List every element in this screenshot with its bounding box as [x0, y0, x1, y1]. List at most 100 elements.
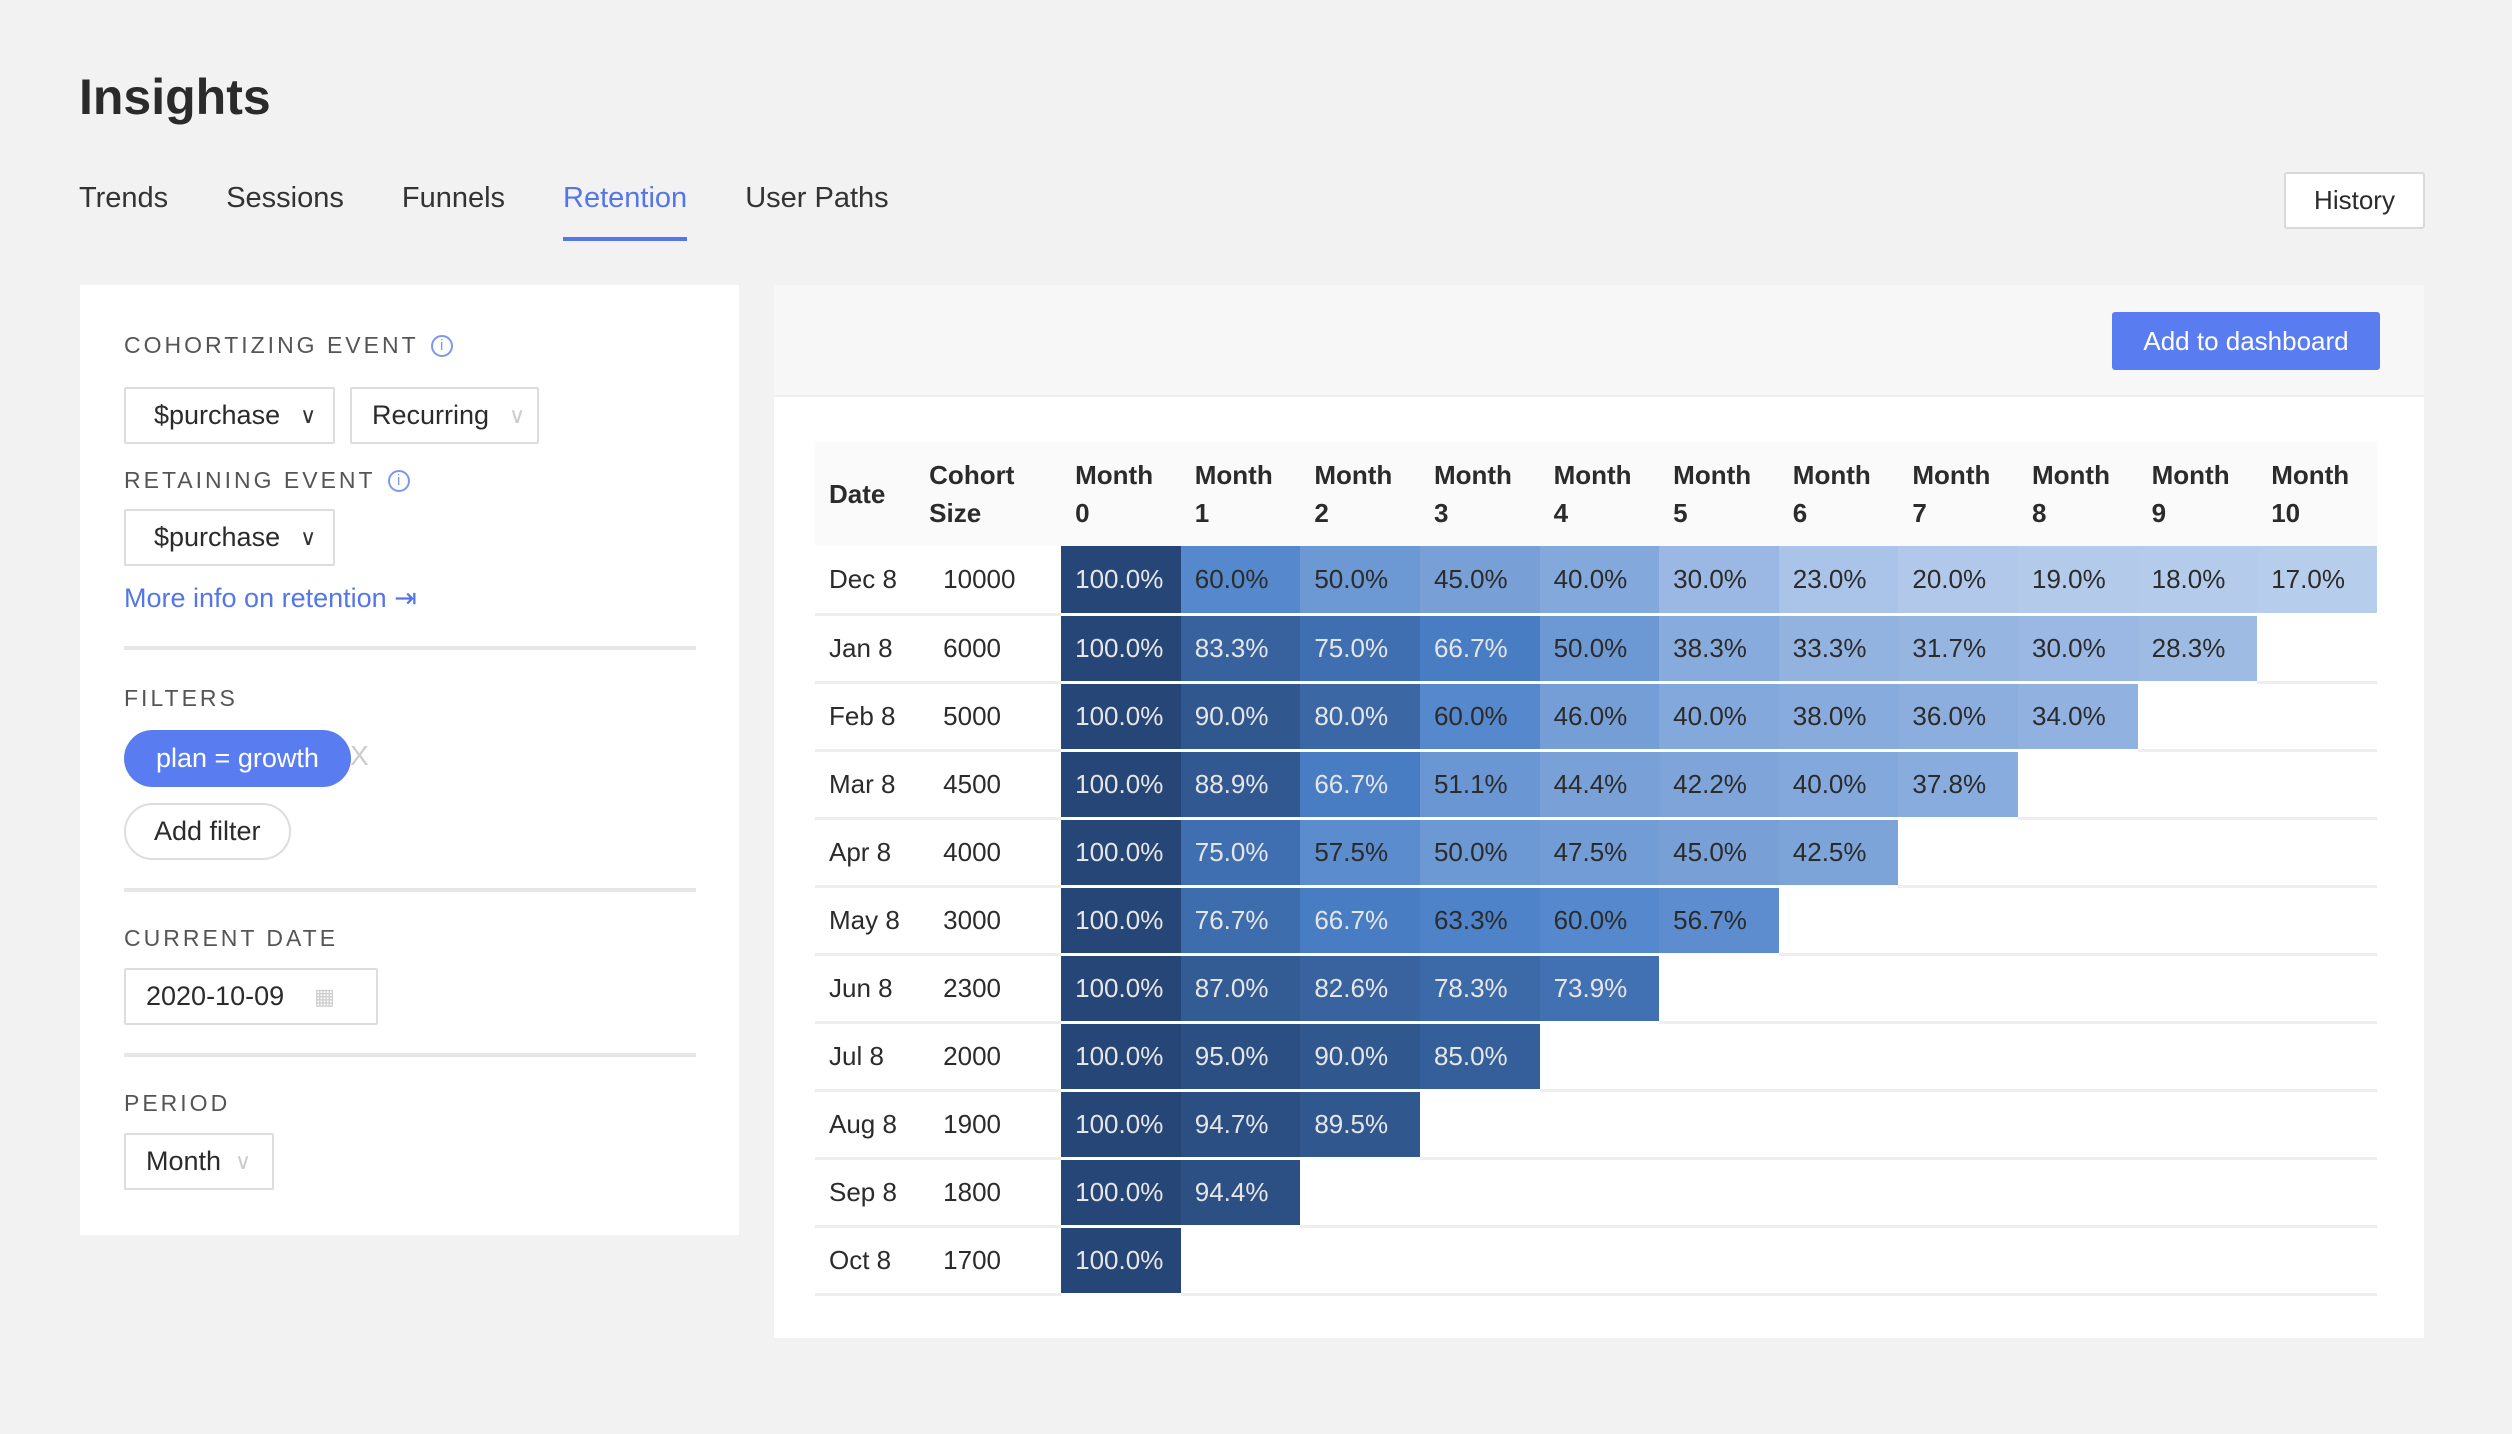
- cohortizing-event-label: COHORTIZING EVENT i: [124, 332, 453, 359]
- add-filter-button[interactable]: Add filter: [124, 803, 291, 860]
- empty-cell: [2018, 1226, 2138, 1296]
- retention-cell: 18.0%: [2137, 546, 2258, 616]
- empty-cell: [1539, 1158, 1660, 1228]
- retention-cell: 100.0%: [1061, 546, 1181, 616]
- divider: [124, 646, 696, 650]
- empty-cell: [1419, 1226, 1540, 1296]
- table-row: Jul 8 2000 100.0% 95.0% 90.0% 85.0%: [815, 1022, 2377, 1092]
- select-value: $purchase: [154, 400, 281, 430]
- empty-cell: [1659, 1022, 1779, 1092]
- retention-cell: 90.0%: [1300, 1022, 1420, 1092]
- tab-user-paths[interactable]: User Paths: [745, 182, 889, 214]
- retention-cell: 66.7%: [1300, 750, 1420, 820]
- empty-cell: [1778, 954, 1899, 1024]
- retention-cell: 42.5%: [1778, 818, 1899, 888]
- remove-filter-icon[interactable]: X: [350, 740, 369, 771]
- retention-cell: 38.3%: [1659, 614, 1779, 684]
- retention-cell: 100.0%: [1061, 1090, 1181, 1160]
- retention-cell: 30.0%: [1659, 546, 1779, 616]
- empty-cell: [2018, 886, 2138, 956]
- tab-sessions[interactable]: Sessions: [226, 182, 344, 214]
- empty-cell: [1778, 886, 1899, 956]
- info-icon[interactable]: i: [387, 469, 410, 492]
- table-row: Jan 8 6000 100.0% 83.3% 75.0% 66.7% 50.0% 38.3%…: [815, 614, 2377, 684]
- filter-pill[interactable]: plan = growth: [124, 730, 351, 787]
- retention-cell: 51.1%: [1419, 750, 1540, 820]
- table-row: Sep 8 1800 100.0% 94.4%: [815, 1158, 2377, 1228]
- select-value: Month: [146, 1146, 222, 1176]
- tab-funnels[interactable]: Funnels: [401, 182, 506, 214]
- empty-cell: [2257, 954, 2377, 1024]
- retention-cell: 45.0%: [1659, 818, 1779, 888]
- empty-cell: [2018, 1090, 2138, 1160]
- empty-cell: [2018, 1158, 2138, 1228]
- period-label: PERIOD: [124, 1090, 231, 1116]
- column-header: Month 9: [2137, 442, 2258, 546]
- retention-cell: 33.3%: [1778, 614, 1899, 684]
- info-icon[interactable]: i: [430, 334, 453, 357]
- cohort-date: Apr 8: [815, 818, 916, 888]
- empty-cell: [2137, 954, 2258, 1024]
- add-to-dashboard-button[interactable]: Add to dashboard: [2112, 312, 2380, 370]
- empty-cell: [1898, 818, 2018, 888]
- cohortizing-type-select[interactable]: Recurring ∨: [350, 387, 539, 444]
- retention-cell: 66.7%: [1419, 614, 1540, 684]
- retention-cell: 87.0%: [1180, 954, 1301, 1024]
- empty-cell: [2137, 1158, 2258, 1228]
- retention-cell: 60.0%: [1539, 886, 1660, 956]
- tab-trends[interactable]: Trends: [79, 182, 169, 214]
- period-select[interactable]: Month ∨: [124, 1133, 274, 1190]
- empty-cell: [1898, 954, 2018, 1024]
- empty-cell: [1898, 886, 2018, 956]
- chevron-down-icon: ∨: [509, 402, 526, 428]
- empty-cell: [2137, 750, 2258, 820]
- current-date-input[interactable]: 2020-10-09 ▦: [124, 968, 378, 1025]
- retention-cell: 60.0%: [1180, 546, 1301, 616]
- retention-cell: 57.5%: [1300, 818, 1420, 888]
- divider: [124, 888, 696, 892]
- empty-cell: [2137, 818, 2258, 888]
- calendar-icon: ▦: [314, 983, 335, 1009]
- empty-cell: [1898, 1226, 2018, 1296]
- retention-cell: 34.0%: [2018, 682, 2138, 752]
- tab-retention[interactable]: Retention: [563, 182, 688, 241]
- retention-cell: 50.0%: [1300, 546, 1420, 616]
- empty-cell: [2018, 954, 2138, 1024]
- retaining-event-label: RETAINING EVENT i: [124, 467, 410, 494]
- empty-cell: [2137, 886, 2258, 956]
- cohort-date: Jul 8: [815, 1022, 916, 1092]
- retention-cell: 40.0%: [1778, 750, 1899, 820]
- retention-cell: 100.0%: [1061, 886, 1181, 956]
- retention-cell: 94.4%: [1180, 1158, 1301, 1228]
- column-header: Date: [815, 442, 916, 546]
- retention-cell: 38.0%: [1778, 682, 1899, 752]
- retention-cell: 47.5%: [1539, 818, 1660, 888]
- retention-cell: 17.0%: [2257, 546, 2377, 616]
- retention-cell: 83.3%: [1180, 614, 1301, 684]
- empty-cell: [2257, 818, 2377, 888]
- cohort-size: 6000: [915, 614, 1062, 684]
- retention-cell: 100.0%: [1061, 614, 1181, 684]
- empty-cell: [1659, 1158, 1779, 1228]
- retention-cell: 50.0%: [1419, 818, 1540, 888]
- empty-cell: [1419, 1090, 1540, 1160]
- retention-cell: 42.2%: [1659, 750, 1779, 820]
- retaining-event-select[interactable]: $purchase ∨: [124, 509, 335, 566]
- more-info-link[interactable]: More info on retention ⇥: [124, 583, 417, 614]
- retention-cell: 31.7%: [1898, 614, 2018, 684]
- column-header: Month 7: [1898, 442, 2018, 546]
- history-button[interactable]: History: [2284, 172, 2425, 229]
- empty-cell: [2257, 750, 2377, 820]
- retention-cell: 85.0%: [1419, 1022, 1540, 1092]
- cohortizing-event-select[interactable]: $purchase ∨: [124, 387, 335, 444]
- empty-cell: [1898, 1090, 2018, 1160]
- divider: [124, 1053, 696, 1057]
- column-header: Month 4: [1539, 442, 1660, 546]
- table-row: Mar 8 4500 100.0% 88.9% 66.7% 51.1% 44.4% 42.2%…: [815, 750, 2377, 820]
- cohort-date: Oct 8: [815, 1226, 916, 1296]
- retention-cell: 30.0%: [2018, 614, 2138, 684]
- retention-cell: 60.0%: [1419, 682, 1540, 752]
- retention-cell: 76.7%: [1180, 886, 1301, 956]
- table-row: Jun 8 2300 100.0% 87.0% 82.6% 78.3% 73.9%: [815, 954, 2377, 1024]
- retention-cell: 44.4%: [1539, 750, 1660, 820]
